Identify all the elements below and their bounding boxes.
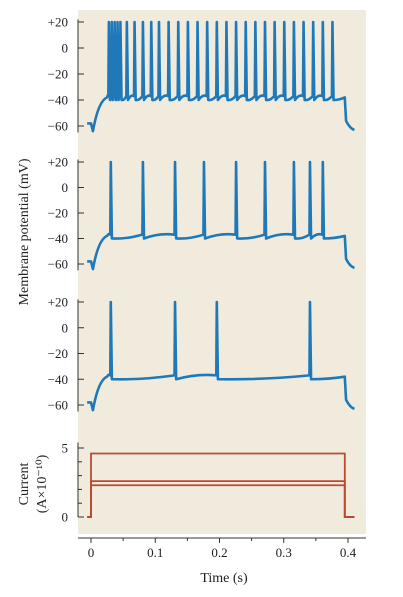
label-layer: Membrane potential (mV) Current (A×10⁻¹⁰… bbox=[17, 158, 248, 586]
x-tick-label: 0.3 bbox=[276, 545, 292, 560]
y-tick-label: −20 bbox=[48, 346, 68, 361]
membrane-potential-axis-label: Membrane potential (mV) bbox=[17, 158, 32, 305]
y-tick-label: 0 bbox=[62, 320, 69, 335]
y-tick-label: −20 bbox=[48, 206, 68, 221]
y-tick-label: 0 bbox=[62, 180, 69, 195]
y-tick-label: −40 bbox=[48, 93, 68, 108]
x-tick-label: 0.4 bbox=[340, 545, 357, 560]
y-tick-label: 0 bbox=[62, 41, 69, 56]
x-tick-label: 0.2 bbox=[211, 545, 227, 560]
tick-layer: +20 0 −20 −40 −60 +20 0 −20 −40 −60 +20 0 −20 −40 −60 5… bbox=[48, 15, 366, 560]
y-tick-label: −60 bbox=[48, 398, 68, 413]
membrane-potential-trace-voltage-middle bbox=[87, 160, 355, 271]
y-tick-label: +20 bbox=[48, 155, 68, 170]
time-axis-label: Time (s) bbox=[200, 571, 248, 586]
y-tick-label: +20 bbox=[48, 15, 68, 30]
current-y-tick-label: 0 bbox=[62, 510, 69, 525]
y-tick-label: −60 bbox=[48, 257, 68, 272]
current-axis-label-line2: (A×10⁻¹⁰) bbox=[35, 454, 50, 513]
current-y-tick-label: 5 bbox=[62, 441, 69, 456]
y-tick-label: +20 bbox=[48, 295, 68, 310]
y-tick-label: −20 bbox=[48, 67, 68, 82]
membrane-potential-trace-voltage-bottom bbox=[87, 300, 355, 412]
y-tick-label: −40 bbox=[48, 231, 68, 246]
current-axis-label-line1: Current bbox=[17, 463, 32, 506]
y-tick-label: −60 bbox=[48, 119, 68, 134]
membrane-potential-trace-voltage-top bbox=[87, 20, 355, 133]
current-step-trace-3 bbox=[87, 484, 355, 518]
x-tick-label: 0.1 bbox=[147, 545, 163, 560]
trace-layer bbox=[87, 20, 355, 518]
y-tick-label: −40 bbox=[48, 372, 68, 387]
x-tick-label: 0 bbox=[88, 545, 95, 560]
